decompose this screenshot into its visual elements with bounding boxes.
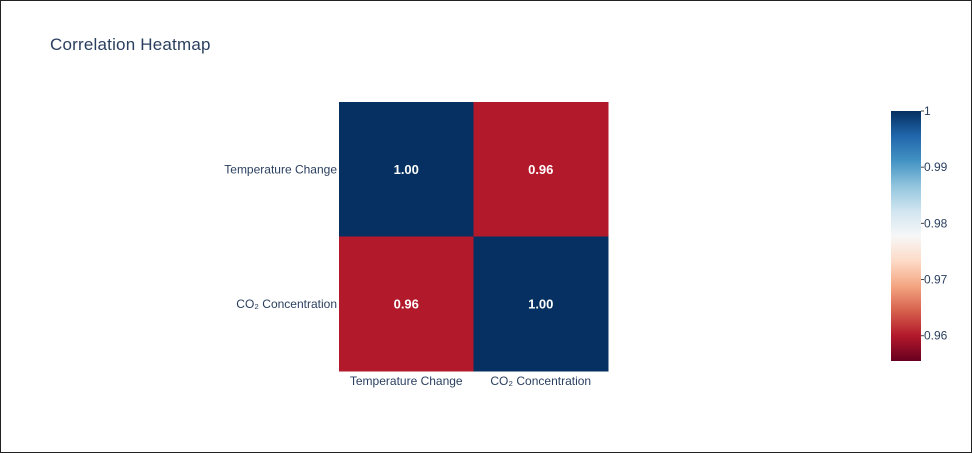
- heatmap-cell[interactable]: [339, 102, 474, 237]
- x-tick-label: Temperature Change: [350, 374, 463, 388]
- cell-value-label: 0.96: [528, 162, 553, 177]
- colorbar-gradient: [891, 111, 921, 361]
- colorbar-tick-label: 0.97: [924, 273, 948, 287]
- cell-value-label: 1.00: [528, 296, 553, 311]
- heatmap-cells: 1.00 0.96 0.96 1.00: [339, 102, 609, 372]
- cell-value-label: 0.96: [394, 296, 419, 311]
- chart-title: Correlation Heatmap: [50, 35, 211, 54]
- y-tick-label: CO₂ Concentration: [236, 297, 337, 311]
- x-axis-ticks: Temperature Change CO₂ Concentration: [350, 374, 591, 388]
- colorbar-tick-label: 0.98: [924, 216, 948, 230]
- colorbar: 0.96 0.97 0.98 0.99 1: [891, 104, 948, 361]
- y-tick-label: Temperature Change: [224, 162, 337, 176]
- cell-value-label: 1.00: [394, 162, 419, 177]
- heatmap-cell[interactable]: [473, 236, 609, 372]
- x-tick-label: CO₂ Concentration: [490, 374, 591, 388]
- y-axis-ticks: Temperature Change CO₂ Concentration: [224, 162, 337, 311]
- heatmap-cell[interactable]: [339, 236, 474, 372]
- colorbar-tick-label: 0.99: [924, 160, 948, 174]
- colorbar-tick-label: 0.96: [924, 329, 948, 343]
- colorbar-tick-label: 1: [924, 104, 931, 118]
- heatmap-cell[interactable]: [473, 102, 609, 237]
